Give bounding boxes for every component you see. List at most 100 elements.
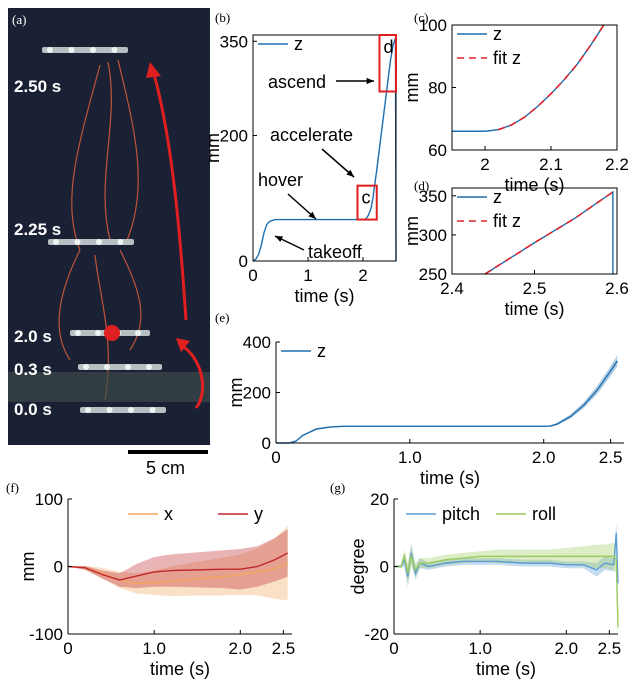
- band-x: [68, 526, 288, 601]
- y-tick-label: 100: [35, 490, 63, 509]
- annotation-arrowhead: [346, 169, 354, 177]
- x-tick-label: 2.6: [605, 279, 629, 298]
- chart-d: 2.4 2.5 2.6 250 300 350 time (s) mm z fit z: [402, 187, 629, 319]
- x-tick-label: 0: [63, 639, 72, 658]
- zoom-box-c: [356, 184, 378, 221]
- series-line-y: [67, 552, 289, 581]
- y-tick-label: 350: [419, 187, 447, 206]
- zoom-box-label-d: d: [384, 37, 394, 57]
- series-line-roll: [394, 553, 619, 628]
- legend-label: z: [493, 24, 502, 44]
- series-line-x: [67, 562, 288, 585]
- x-tick-label: 2: [480, 155, 489, 174]
- axes-box: [252, 34, 397, 262]
- panel-label-e: (e): [215, 310, 229, 325]
- panel-label-b: (b): [215, 10, 230, 25]
- y-tick-label: -20: [364, 625, 389, 644]
- panel-label-d: (d): [414, 178, 429, 193]
- y-axis-label: mm: [226, 378, 246, 408]
- robot-wheel: [96, 239, 102, 245]
- motion-streaks: [8, 59, 210, 402]
- robot-image: [80, 407, 166, 413]
- x-axis-label: time (s): [505, 299, 565, 319]
- robot-wheel: [149, 407, 156, 413]
- y-axis-label: degree: [348, 538, 368, 594]
- panel-label-g: (g): [330, 480, 345, 495]
- red-marker: [104, 325, 120, 341]
- robot-wheel: [117, 239, 124, 245]
- robot-image: [48, 239, 134, 245]
- annotation-arrowhead: [366, 77, 374, 85]
- legend-label: pitch: [442, 504, 480, 524]
- panel-label-a: (a): [12, 12, 26, 27]
- x-tick-label: 2.0: [554, 639, 578, 658]
- legend-label: roll: [532, 504, 556, 524]
- x-tick-label: 2.4: [440, 279, 464, 298]
- x-tick-label: 1.0: [468, 639, 492, 658]
- y-axis-label: mm: [402, 73, 422, 103]
- x-tick-label: 1.0: [142, 639, 166, 658]
- panel-label-c: (c): [414, 10, 428, 25]
- robot-wheel: [146, 364, 152, 370]
- legend-label: fit z: [493, 211, 521, 231]
- y-tick-label: 100: [419, 16, 447, 35]
- y-axis-label: mm: [402, 216, 422, 246]
- zoom-box-label-c: c: [362, 188, 371, 208]
- robot-wheel: [83, 364, 89, 370]
- zoom-box-d: [378, 34, 397, 93]
- robot-wheel: [125, 364, 131, 370]
- photo-time-label-4: 0.3 s: [14, 360, 52, 379]
- legend-label: z: [317, 341, 326, 361]
- photo-ground-band: [8, 372, 210, 402]
- band-roll: [394, 542, 618, 641]
- panel-label-f: (f): [6, 480, 19, 495]
- chart-c: 2 2.1 2.2 60 80 100 time (s) mm z fit z: [402, 16, 629, 195]
- legend-label: z: [294, 34, 303, 54]
- y-tick-label: 60: [428, 141, 447, 160]
- motion-streak: [71, 64, 101, 251]
- legend-label: fit z: [493, 48, 521, 68]
- x-tick-label: 2.5: [272, 639, 296, 658]
- x-tick-label: 2.5: [523, 279, 547, 298]
- series-line-fit-z: [484, 191, 614, 275]
- x-axis-label: time (s): [476, 659, 536, 679]
- x-axis-label: time (s): [295, 286, 355, 306]
- y-axis-label: mm: [18, 552, 38, 582]
- chart-b: 0 1 2 0 200 350 time (s) mm z c d ascend accelerate h…: [203, 32, 397, 306]
- y-tick-label: 0: [262, 434, 271, 453]
- robot-wheel: [68, 47, 75, 53]
- arrow-upper: [152, 73, 188, 321]
- arrow-lower-head: [176, 338, 190, 352]
- y-tick-label: 20: [370, 490, 389, 509]
- chart-e: 0 1.0 2.0 2.5 0 200 400 time (s) mm z: [226, 333, 624, 488]
- legend-label: y: [254, 504, 263, 524]
- y-tick-label: 250: [419, 265, 447, 284]
- robot-wheel: [47, 47, 53, 53]
- robot-wheel: [106, 407, 113, 413]
- y-axis-label: mm: [203, 133, 223, 163]
- robot-image: [78, 364, 162, 370]
- x-axis-label: time (s): [150, 659, 210, 679]
- arrow-upper-head: [146, 62, 161, 78]
- y-tick-label: 300: [419, 226, 447, 245]
- series-line-z: [484, 190, 614, 275]
- x-tick-label: 2.1: [539, 155, 563, 174]
- series-line-fit-z: [497, 24, 605, 131]
- annotation-hover: hover: [258, 170, 303, 190]
- robot-wheel: [95, 330, 101, 336]
- legend-label: z: [493, 187, 502, 207]
- x-tick-label: 2.2: [605, 155, 629, 174]
- robot-wheel: [75, 330, 81, 336]
- photo-time-label-2: 2.25 s: [14, 220, 61, 239]
- y-tick-label: 0: [239, 252, 248, 271]
- x-tick-label: 2.0: [532, 448, 556, 467]
- robot-wheel: [104, 364, 110, 370]
- band-z: [276, 355, 618, 443]
- axes-box: [451, 187, 618, 275]
- motion-streak: [117, 59, 139, 246]
- scalebar-label: 5 cm: [146, 458, 185, 478]
- photo-time-label-1: 2.50 s: [14, 77, 61, 96]
